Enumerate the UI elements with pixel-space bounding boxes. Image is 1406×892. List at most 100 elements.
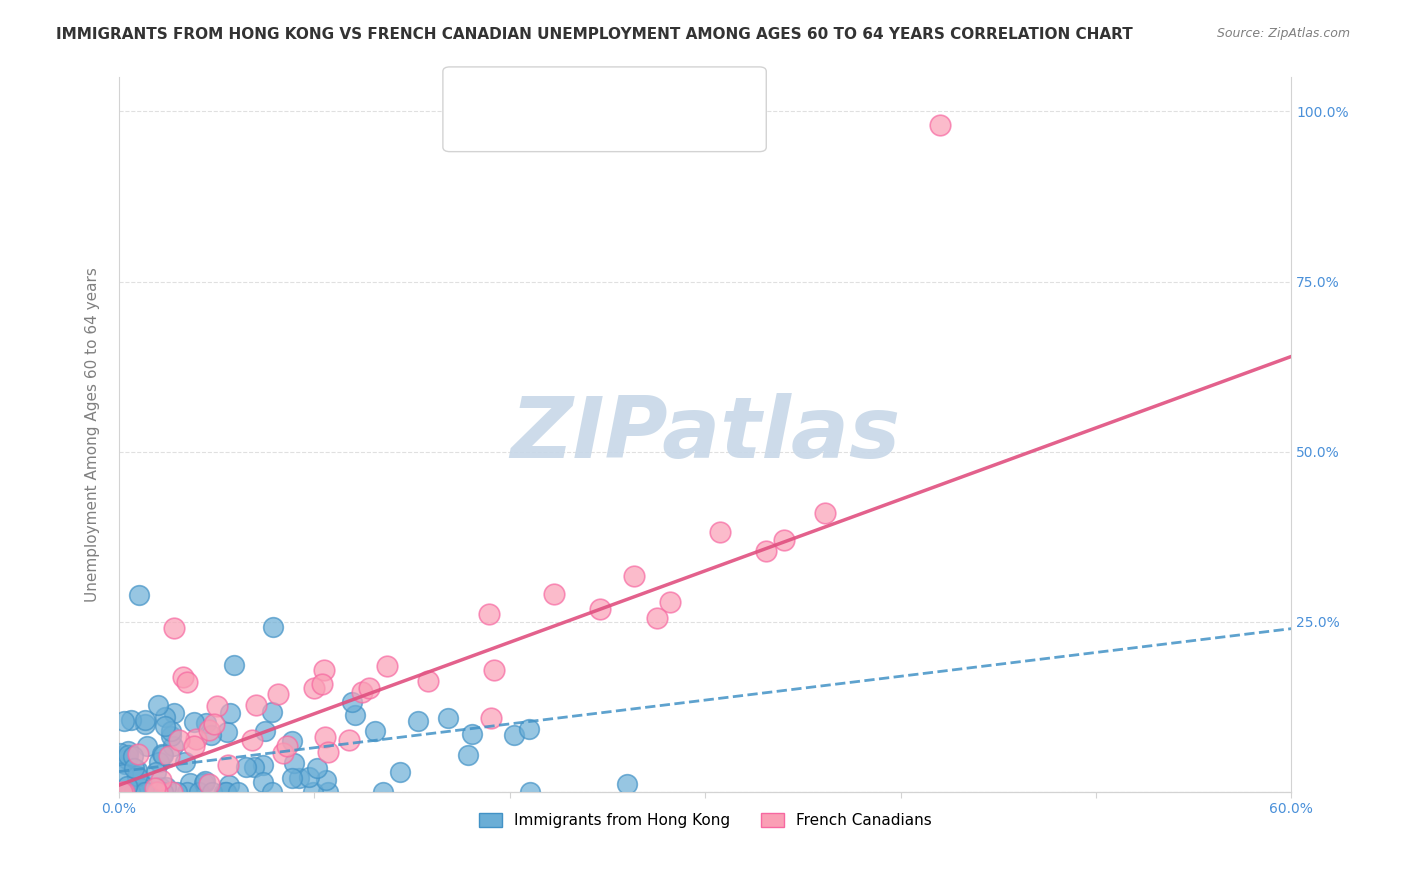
Point [134, 713, 156, 727]
Point [114, 714, 136, 728]
Point [160, 724, 183, 739]
Point [179, 775, 201, 789]
Point [188, 785, 211, 799]
Point [117, 747, 139, 762]
Point [375, 659, 398, 673]
Point [146, 785, 169, 799]
Point [240, 733, 263, 747]
Point [115, 779, 138, 793]
Point [645, 611, 668, 625]
Point [461, 727, 484, 741]
Point [115, 752, 138, 766]
Point [503, 728, 526, 742]
Point [150, 747, 173, 761]
Point [124, 785, 146, 799]
Point [128, 785, 150, 799]
Point [155, 780, 177, 795]
Point [163, 621, 186, 635]
Point [202, 716, 225, 731]
Point [519, 785, 541, 799]
Point [219, 706, 242, 720]
Point [120, 713, 142, 727]
Point [318, 745, 340, 759]
Point [371, 785, 394, 799]
Point [134, 717, 156, 731]
Point [136, 739, 159, 753]
Point [132, 785, 155, 799]
Point [148, 780, 170, 795]
Point [167, 732, 190, 747]
Point [125, 769, 148, 783]
Point [162, 739, 184, 754]
Point [340, 695, 363, 709]
Point [198, 776, 221, 790]
Point [814, 506, 837, 520]
Point [301, 785, 323, 799]
Point [127, 747, 149, 761]
Point [235, 760, 257, 774]
Point [194, 774, 217, 789]
Point [172, 670, 194, 684]
Point [364, 723, 387, 738]
Point [184, 732, 207, 747]
Point [311, 677, 333, 691]
Point [128, 588, 150, 602]
Point [205, 698, 228, 713]
Point [262, 620, 284, 634]
Point [352, 684, 374, 698]
Point [174, 755, 197, 769]
Point [772, 533, 794, 547]
Point [132, 785, 155, 799]
Point [150, 785, 173, 799]
Point [262, 705, 284, 719]
Point [214, 785, 236, 799]
Point [543, 587, 565, 601]
Point [389, 764, 412, 779]
Point [131, 778, 153, 792]
Point [159, 729, 181, 743]
Point [117, 744, 139, 758]
Point [129, 781, 152, 796]
Point [183, 715, 205, 730]
Point [589, 601, 612, 615]
Point [200, 728, 222, 742]
Text: R =: R = [503, 120, 537, 134]
Point [157, 748, 180, 763]
Point [118, 785, 141, 799]
Point [616, 777, 638, 791]
Point [343, 708, 366, 723]
Y-axis label: Unemployment Among Ages 60 to 64 years: Unemployment Among Ages 60 to 64 years [86, 268, 100, 602]
Point [302, 681, 325, 696]
Point [318, 785, 340, 799]
Text: IMMIGRANTS FROM HONG KONG VS FRENCH CANADIAN UNEMPLOYMENT AMONG AGES 60 TO 64 YE: IMMIGRANTS FROM HONG KONG VS FRENCH CANA… [56, 27, 1133, 42]
Point [406, 714, 429, 728]
Point [114, 756, 136, 771]
Text: R =: R = [503, 85, 537, 100]
Point [166, 785, 188, 799]
Point [125, 763, 148, 777]
Point [312, 663, 335, 677]
Point [215, 785, 238, 799]
Point [252, 774, 274, 789]
Point [479, 711, 502, 725]
Point [271, 746, 294, 760]
Point [288, 771, 311, 785]
Point [623, 569, 645, 583]
Point [215, 725, 238, 739]
Point [110, 785, 132, 799]
Point [145, 764, 167, 779]
Point [134, 785, 156, 799]
Point [112, 785, 135, 799]
Point [437, 711, 460, 725]
Point [314, 730, 336, 744]
Point [201, 785, 224, 799]
Point [153, 710, 176, 724]
Text: 93: 93 [658, 85, 679, 100]
Legend: Immigrants from Hong Kong, French Canadians: Immigrants from Hong Kong, French Canadi… [472, 807, 938, 834]
Point [152, 785, 174, 799]
Point [150, 773, 173, 788]
Point [267, 687, 290, 701]
Point [254, 724, 277, 739]
Point [755, 544, 778, 558]
Point [163, 706, 186, 720]
